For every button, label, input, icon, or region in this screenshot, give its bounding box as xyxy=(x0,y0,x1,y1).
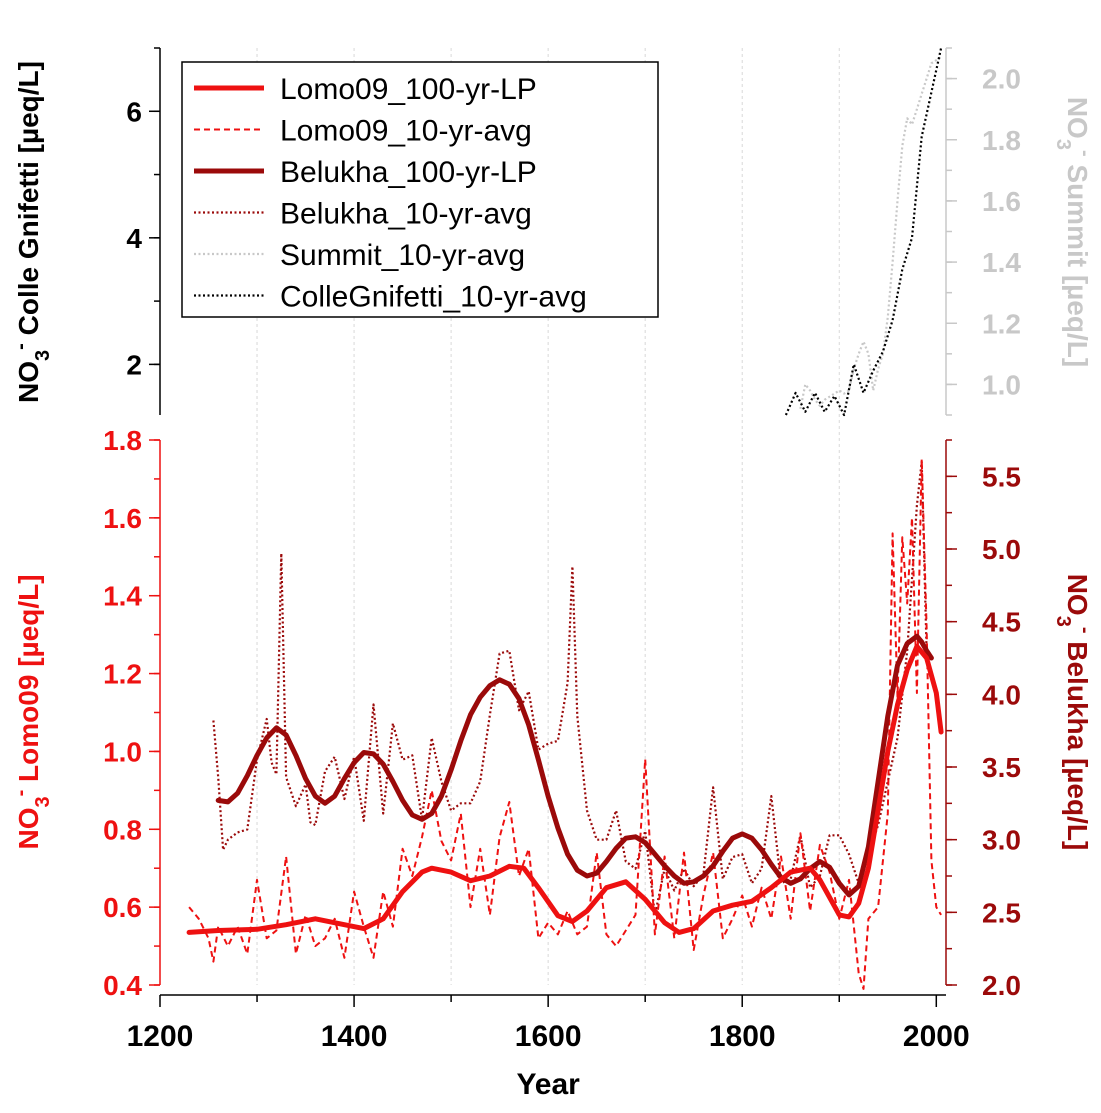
left-y-tick-label: 1.2 xyxy=(103,659,142,690)
x-tick-label: 1200 xyxy=(127,1020,194,1053)
right-y-tick-label: 4.5 xyxy=(982,607,1021,638)
top-left-axis-title-part: Colle Gnifetti [µeq/L] xyxy=(13,61,44,343)
series-belukha-lp xyxy=(215,633,934,898)
bottom-right-axis-title-part: NO xyxy=(1062,574,1093,616)
left-y-tick-label: 0.4 xyxy=(103,970,142,1001)
bottom-left-axis-title-part: - xyxy=(10,790,32,797)
left-y-tick-label: 6 xyxy=(126,96,142,127)
series-colle-avg xyxy=(784,47,943,417)
legend-label: Lomo09_100-yr-LP xyxy=(280,73,537,106)
bottom-left-axis-title-part: 3 xyxy=(32,796,54,807)
legend-label: Summit_10-yr-avg xyxy=(280,239,525,272)
left-y-tick-label: 2 xyxy=(126,349,142,380)
bottom-right-axis-title: NO3- Belukha [µeq/L] xyxy=(1052,574,1096,851)
bottom-left-axis-title-part: Lomo09 [µeq/L] xyxy=(13,574,44,789)
top-right-axis-title-part: Summit [µeq/L] xyxy=(1062,157,1093,368)
legend-box xyxy=(181,61,659,318)
right-y-tick-label: 2.0 xyxy=(982,970,1021,1001)
x-tick-label: 1400 xyxy=(321,1020,388,1053)
right-y-tick-label: 2.0 xyxy=(982,64,1021,95)
top-left-axis-title: NO3- Colle Gnifetti [µeq/L] xyxy=(10,61,54,403)
legend-label: Belukha_10-yr-avg xyxy=(280,198,532,231)
right-y-tick-label: 4.0 xyxy=(982,679,1021,710)
left-y-tick-label: 1.4 xyxy=(103,581,142,612)
right-y-tick-label: 5.0 xyxy=(982,534,1021,565)
series-lomo-avg xyxy=(188,458,942,990)
series-summit-avg xyxy=(799,56,942,410)
legend: Lomo09_100-yr-LP Lomo09_10-yr-avg Belukha_… xyxy=(181,61,659,318)
top-left-axis-title-part: - xyxy=(10,343,32,350)
legend-label: Belukha_100-yr-LP xyxy=(280,156,537,189)
data-series xyxy=(186,47,944,990)
bottom-left-axis-title: NO3- Lomo09 [µeq/L] xyxy=(10,574,54,849)
right-y-tick-label: 1.0 xyxy=(982,369,1021,400)
x-tick-label: 1800 xyxy=(709,1020,776,1053)
top-left-axis-title-part: 3 xyxy=(32,350,54,361)
right-y-tick-label: 1.6 xyxy=(982,186,1021,217)
right-y-tick-label: 5.5 xyxy=(982,461,1021,492)
top-right-axis-title-part: - xyxy=(1074,150,1096,157)
top-right-axis-title-part: NO xyxy=(1062,97,1093,139)
left-y-tick-label: 1.6 xyxy=(103,503,142,534)
right-y-tick-label: 2.5 xyxy=(982,897,1021,928)
right-y-tick-label: 1.2 xyxy=(982,308,1021,339)
left-y-tick-label: 0.6 xyxy=(103,892,142,923)
right-y-tick-label: 3.5 xyxy=(982,752,1021,783)
bottom-right-axis-title-part: - xyxy=(1074,627,1096,634)
bottom-left-axis-title-part: NO xyxy=(13,808,44,850)
left-y-tick-label: 0.8 xyxy=(103,814,142,845)
right-y-tick-label: 3.0 xyxy=(982,825,1021,856)
bottom-right-axis-title-part: Belukha [µeq/L] xyxy=(1062,633,1093,850)
left-y-tick-label: 4 xyxy=(126,223,142,254)
right-y-tick-label: 1.8 xyxy=(982,125,1021,156)
x-axis-title: Year xyxy=(516,1068,580,1101)
x-tick-label: 2000 xyxy=(903,1020,970,1053)
left-y-tick-label: 1.8 xyxy=(103,425,142,456)
x-tick-label: 1600 xyxy=(515,1020,582,1053)
legend-label: Lomo09_10-yr-avg xyxy=(280,115,532,148)
left-y-tick-label: 1.0 xyxy=(103,736,142,767)
bottom-right-axis-title-part: 3 xyxy=(1052,616,1074,627)
top-right-axis-title: NO3- Summit [µeq/L] xyxy=(1052,97,1096,367)
legend-label: ColleGnifetti_10-yr-avg xyxy=(280,281,587,314)
right-y-tick-label: 1.4 xyxy=(982,247,1021,278)
series-lomo-lp xyxy=(186,643,944,935)
axes: 1200 1400 1600 1800 2000 2 4 6 1.0 1.2 1.4 1.6 1.8 2.… xyxy=(103,47,1021,1053)
top-right-axis-title-part: 3 xyxy=(1052,139,1074,150)
top-left-axis-title-part: NO xyxy=(13,361,44,403)
